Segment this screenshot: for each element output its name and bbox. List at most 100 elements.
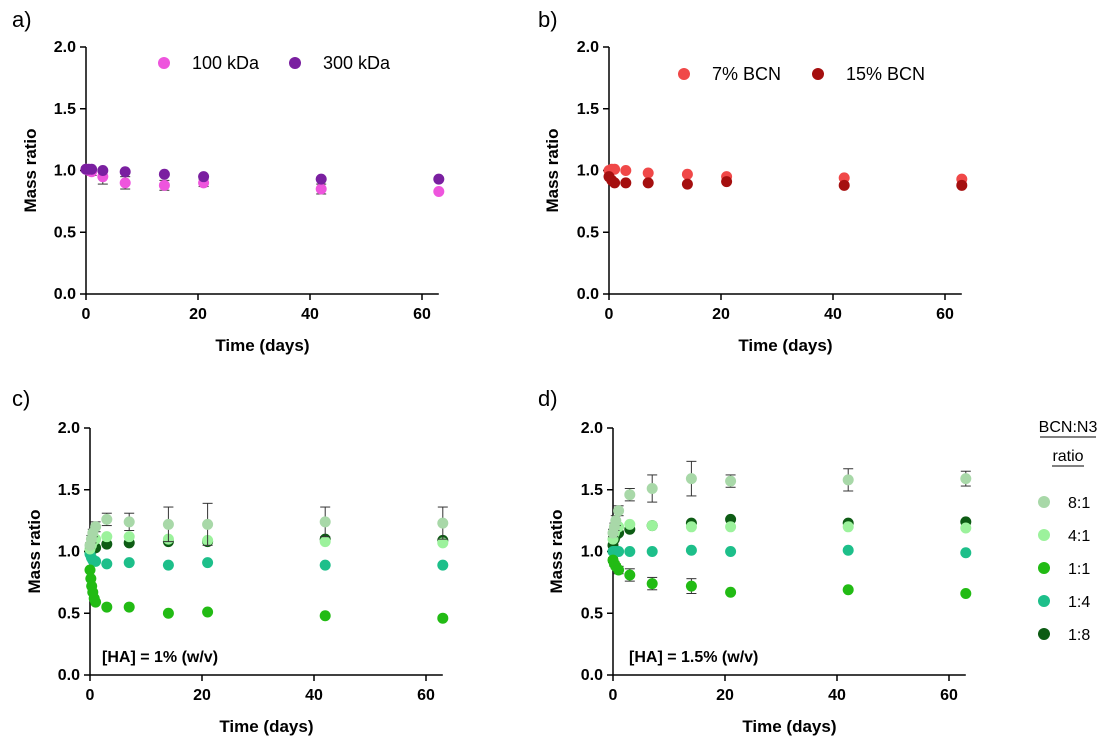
data-point xyxy=(202,557,214,569)
legend-marker xyxy=(158,57,170,69)
panel-b: b) 0.0 0.5 1.0 1.5 2.0 0 20 40 60 Time (days) Mass … xyxy=(538,7,968,355)
data-point xyxy=(624,569,636,581)
data-point xyxy=(123,601,135,613)
series-4-1 xyxy=(607,518,972,545)
series-4-1 xyxy=(84,531,449,555)
data-point xyxy=(842,521,854,533)
data-point xyxy=(84,564,96,576)
data-point xyxy=(681,168,693,180)
data-point xyxy=(685,580,697,592)
series-1-4 xyxy=(607,544,972,559)
data-point xyxy=(960,547,972,559)
data-point xyxy=(725,521,737,533)
data-point xyxy=(646,483,658,495)
data-point xyxy=(613,564,625,576)
panel-letter: d) xyxy=(538,386,558,411)
x-tick-label: 20 xyxy=(189,306,207,323)
series-8-1 xyxy=(84,502,449,551)
y-tick-label: 1.5 xyxy=(58,482,80,499)
legend-marker xyxy=(1038,496,1050,508)
x-axis-label: Time (days) xyxy=(738,336,832,355)
x-tick-label: 40 xyxy=(301,306,319,323)
x-tick-label: 60 xyxy=(936,306,954,323)
data-point xyxy=(642,177,654,189)
legend-label: 1:1 xyxy=(1068,561,1090,578)
legend-label: 8:1 xyxy=(1068,495,1090,512)
data-point xyxy=(620,177,632,189)
data-point xyxy=(437,537,449,549)
y-tick-label: 1.5 xyxy=(54,101,76,118)
series-1-8 xyxy=(607,513,972,551)
series-300-kda xyxy=(80,163,445,185)
data-point xyxy=(119,166,131,178)
data-point xyxy=(437,517,449,529)
y-tick-label: 0.0 xyxy=(581,667,603,684)
data-point xyxy=(609,177,621,189)
data-point xyxy=(960,522,972,534)
data-point xyxy=(646,578,658,590)
series-1-4 xyxy=(84,548,449,571)
data-point xyxy=(198,171,210,183)
y-tick-label: 0.0 xyxy=(58,667,80,684)
data-point xyxy=(162,518,174,530)
x-tick-label: 40 xyxy=(305,687,323,704)
data-point xyxy=(960,587,972,599)
x-tick-label: 0 xyxy=(605,306,614,323)
x-tick-label: 40 xyxy=(828,687,846,704)
panel-letter: c) xyxy=(12,386,30,411)
legend-marker xyxy=(1038,562,1050,574)
data-point xyxy=(956,179,968,191)
legend-label: 1:4 xyxy=(1068,594,1090,611)
x-tick-label: 0 xyxy=(609,687,618,704)
data-point xyxy=(610,515,622,527)
annotation-label: [HA] = 1.5% (w/v) xyxy=(629,649,758,666)
data-point xyxy=(319,610,331,622)
y-tick-label: 2.0 xyxy=(581,420,603,437)
x-axis-label: Time (days) xyxy=(219,717,313,736)
series-7-bcn xyxy=(603,163,968,185)
data-point xyxy=(101,558,113,570)
x-axis-label: Time (days) xyxy=(742,717,836,736)
data-point xyxy=(613,546,625,557)
legend-label: 7% BCN xyxy=(712,64,781,84)
data-point xyxy=(101,531,113,543)
legend-marker xyxy=(812,68,824,80)
data-point xyxy=(86,163,98,175)
data-point xyxy=(721,176,733,188)
y-axis-label: Mass ratio xyxy=(21,128,40,212)
x-tick-label: 40 xyxy=(824,306,842,323)
series-100-kda xyxy=(80,163,445,197)
data-point xyxy=(433,173,445,185)
data-point xyxy=(123,531,135,543)
legend-label: 1:8 xyxy=(1068,627,1090,644)
data-point xyxy=(624,489,636,501)
legend-marker xyxy=(1038,529,1050,541)
y-tick-label: 1.0 xyxy=(54,163,76,180)
data-point xyxy=(624,518,636,530)
data-point xyxy=(90,555,102,567)
data-point xyxy=(685,473,697,485)
x-axis-label: Time (days) xyxy=(215,336,309,355)
x-tick-label: 0 xyxy=(86,687,95,704)
panel-letter: b) xyxy=(538,7,558,32)
panel-a: a) 0.0 0.5 1.0 1.5 2.0 0 20 40 60 Time (days) Mass … xyxy=(12,7,445,355)
data-point xyxy=(838,179,850,191)
series-15-bcn xyxy=(603,171,968,191)
x-tick-label: 20 xyxy=(716,687,734,704)
data-point xyxy=(90,596,102,608)
y-axis-label: Mass ratio xyxy=(543,128,562,212)
data-point xyxy=(842,474,854,486)
data-point xyxy=(685,521,697,533)
y-tick-label: 0.5 xyxy=(577,224,599,241)
data-point xyxy=(437,612,449,624)
series-8-1 xyxy=(607,460,972,539)
legend-label: 300 kDa xyxy=(323,53,391,73)
panel-letter: a) xyxy=(12,7,32,32)
data-point xyxy=(681,178,693,190)
legend-marker xyxy=(289,57,301,69)
y-tick-label: 0.0 xyxy=(577,286,599,303)
data-point xyxy=(202,606,214,618)
x-tick-label: 20 xyxy=(193,687,211,704)
legend-marker xyxy=(678,68,690,80)
